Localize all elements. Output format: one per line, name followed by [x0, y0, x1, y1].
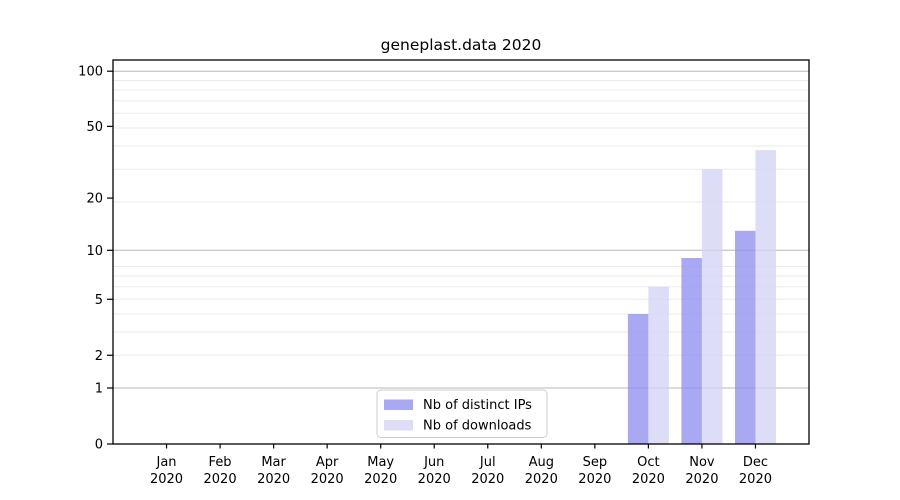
x-tick-label-month: Jul [479, 455, 496, 470]
legend-label-distinct-ips: Nb of distinct IPs [423, 398, 532, 413]
x-tick-label-month: Jun [423, 455, 444, 470]
x-tick-label-year: 2020 [418, 472, 451, 487]
x-tick-label-month: Oct [637, 455, 659, 470]
x-tick-label-year: 2020 [685, 472, 718, 487]
bar-downloads-dec [755, 150, 776, 444]
x-tick-label-year: 2020 [150, 472, 183, 487]
x-tick-label-month: Mar [261, 455, 286, 470]
x-tick-label-month: May [367, 455, 394, 470]
grid-layer [113, 70, 809, 389]
x-tick-label-year: 2020 [525, 472, 558, 487]
y-tick-label: 100 [78, 65, 103, 80]
x-tick-label-year: 2020 [739, 472, 772, 487]
axis-layer: 0 1 2 5 10 20 50 100 Jan 2020 Feb 2020 Mar 2020 Apr 202… [78, 59, 810, 487]
x-tick-label-year: 2020 [257, 472, 290, 487]
chart-title: geneplast.data 2020 [381, 36, 542, 54]
x-tick-label-month: Feb [209, 455, 232, 470]
legend-swatch-distinct-ips [384, 399, 413, 410]
x-tick-label-year: 2020 [204, 472, 237, 487]
legend-layer: Nb of distinct IPs Nb of downloads [376, 389, 548, 438]
y-tick-label: 2 [95, 349, 103, 364]
x-tick-label-year: 2020 [471, 472, 504, 487]
y-tick-label: 1 [95, 382, 103, 397]
y-tick-label: 5 [95, 293, 103, 308]
legend-box [376, 389, 548, 438]
y-tick-label: 20 [86, 192, 103, 207]
x-tick-label-month: Apr [316, 455, 339, 470]
plot-border [112, 59, 810, 445]
x-tick-label-year: 2020 [311, 472, 344, 487]
bar-distinct-ips-oct [627, 313, 649, 444]
bar-downloads-nov [701, 169, 723, 445]
bar-distinct-ips-dec [734, 230, 756, 444]
x-tick-label-year: 2020 [578, 472, 611, 487]
x-tick-label-year: 2020 [632, 472, 665, 487]
x-tick-label-month: Sep [583, 455, 608, 470]
bar-layer [627, 150, 776, 445]
x-tick-label-month: Aug [529, 455, 554, 470]
x-tick-label-year: 2020 [364, 472, 397, 487]
x-tick-label-month: Nov [689, 455, 715, 470]
legend-label-downloads: Nb of downloads [423, 419, 532, 434]
bar-distinct-ips-nov [681, 258, 702, 444]
y-tick-label: 50 [86, 120, 103, 135]
x-tick-label-month: Dec [743, 455, 768, 470]
x-tick-label-month: Jan [156, 455, 177, 470]
y-tick-label: 0 [95, 438, 103, 453]
bar-downloads-oct [648, 286, 669, 444]
y-tick-label: 10 [86, 244, 103, 259]
legend-swatch-downloads [384, 420, 413, 431]
